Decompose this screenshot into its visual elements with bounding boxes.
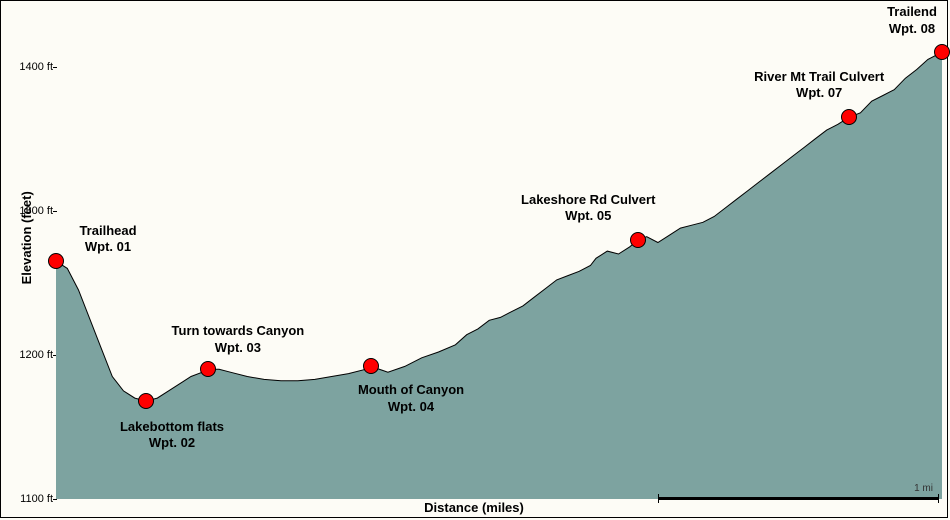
wpt-07-name: River Mt Trail Culvert bbox=[754, 69, 884, 84]
y-tick-label: 1300 ft bbox=[3, 205, 53, 217]
chart-frame: Elevation (feet) 1100 ft1200 ft1300 ft14… bbox=[0, 0, 948, 518]
wpt-08-label: Trailend Wpt. 08 bbox=[887, 4, 937, 37]
wpt-02-sub: Wpt. 02 bbox=[149, 435, 195, 450]
wpt-02-label: Lakebottom flatsWpt. 02 bbox=[120, 419, 224, 452]
wpt-05-marker bbox=[630, 232, 646, 248]
wpt-03-marker bbox=[200, 361, 216, 377]
wpt-03-sub: Wpt. 03 bbox=[215, 340, 261, 355]
wpt-01-marker bbox=[48, 253, 64, 269]
plot-area: TrailheadWpt. 01 Lakebottom flatsWpt. 02 T… bbox=[56, 9, 942, 499]
wpt-02-name: Lakebottom flats bbox=[120, 419, 224, 434]
wpt-05-sub: Wpt. 05 bbox=[565, 208, 611, 223]
wpt-07-sub: Wpt. 07 bbox=[796, 85, 842, 100]
wpt-04-name: Mouth of Canyon bbox=[358, 382, 464, 397]
wpt-01-name: Trailhead bbox=[79, 223, 136, 238]
wpt-03-label: Turn towards Canyon Wpt. 03 bbox=[172, 323, 305, 356]
y-tick-label: 1200 ft bbox=[3, 349, 53, 361]
wpt-04-marker bbox=[363, 358, 379, 374]
scale-bar-label: 1 mi bbox=[914, 483, 933, 494]
wpt-01-label: TrailheadWpt. 01 bbox=[79, 223, 136, 256]
wpt-05-label: Lakeshore Rd CulvertWpt. 05 bbox=[521, 192, 655, 225]
scale-bar-line bbox=[658, 497, 939, 500]
wpt-07-marker bbox=[841, 109, 857, 125]
scale-bar-tick bbox=[938, 494, 939, 503]
wpt-05-name: Lakeshore Rd Culvert bbox=[521, 192, 655, 207]
wpt-02-marker bbox=[138, 393, 154, 409]
wpt-04-label: Mouth of Canyon Wpt. 04 bbox=[358, 382, 464, 415]
wpt-07-label: River Mt Trail CulvertWpt. 07 bbox=[754, 69, 884, 102]
wpt-08-name: Trailend bbox=[887, 4, 937, 19]
wpt-04-sub: Wpt. 04 bbox=[388, 399, 434, 414]
x-axis-label: Distance (miles) bbox=[1, 500, 947, 515]
scale-bar-tick bbox=[658, 494, 659, 503]
wpt-08-marker bbox=[934, 44, 950, 60]
wpt-01-sub: Wpt. 01 bbox=[85, 239, 131, 254]
wpt-03-name: Turn towards Canyon bbox=[172, 323, 305, 338]
wpt-08-sub: Wpt. 08 bbox=[889, 21, 935, 36]
y-tick-label: 1400 ft bbox=[3, 61, 53, 73]
